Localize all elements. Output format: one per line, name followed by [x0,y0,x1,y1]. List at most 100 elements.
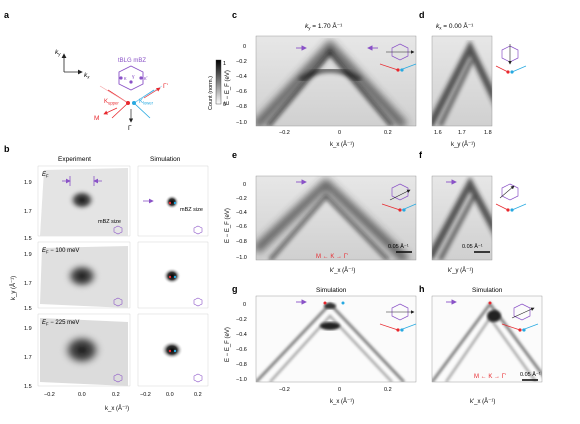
b-xtick: 0.0 [166,392,174,398]
k-lower-label: Klower [139,99,154,106]
colorbar-min: 0 [223,102,226,108]
panel-letter-e: e [232,150,237,160]
e-ytick: 0 [243,182,246,188]
b-ytick: 1.5 [24,236,32,242]
panel-b: Experiment Simulation [10,156,209,412]
panel-g: Simulation 0 −0.2 −0.4 −0.6 −0.8 −1.0 [225,287,417,405]
panel-d: kx = 0.00 Å⁻¹ 1.6 1.7 1.8 k_y (Å⁻¹) [431,21,527,148]
b-ytick: 1.7 [24,281,32,287]
gamma-bar-label: Γ [128,125,132,132]
kx-label: kx [84,72,90,80]
mbz-hexagon [118,65,144,91]
b-xtick: −0.2 [44,392,55,398]
g-xlabel: k_x (Å⁻¹) [330,398,354,405]
d-xtick: 1.6 [434,130,442,136]
c-ytick: −0.4 [236,74,247,80]
gamma-prime-label: Γ' [163,83,168,90]
c-ytick: −1.0 [236,120,247,126]
e-ytick: −0.6 [236,224,247,230]
gamma-prime-arrow [143,87,161,99]
d-xtick: 1.7 [458,130,466,136]
colorbar-label: Count (norm.) [208,76,214,110]
m-bar-label: M [94,115,99,122]
e-xlabel: k'_x (Å⁻¹) [330,267,355,274]
mbz-size-label-exp: mBZ size [98,219,121,225]
b-xlabel: k_x (Å⁻¹) [105,405,129,412]
b-xtick: 0.2 [112,392,120,398]
panel-d-title: kx = 0.00 Å⁻¹ [436,21,474,31]
e-ytick: −0.2 [236,196,247,202]
g-ytick: −1.0 [236,377,247,383]
row-3 [37,313,209,387]
c-ytick: −0.6 [236,89,247,95]
b-ytick: 1.5 [24,384,32,390]
kappa-point [119,76,123,80]
b-ylabel: k_y (Å⁻¹) [10,276,17,300]
row-1-energy: EF [42,172,49,179]
row-2 [37,241,209,309]
row-2-energy: EF − 100 meV [42,248,79,255]
panel-letter-f: f [419,150,423,160]
panel-letter-d: d [419,10,425,20]
b-ytick: 1.9 [24,252,32,258]
col-experiment: Experiment [58,156,91,163]
e-scale-label: 0.05 Å⁻¹ [388,243,409,250]
colorbar-gradient [215,59,222,105]
c-ylabel: E − E_F (eV) [225,70,231,105]
g-title: Simulation [316,287,347,294]
kappa-prime-label: κ' [144,76,148,82]
b-ytick: 1.9 [24,180,32,186]
kappa-prime-point [139,76,143,80]
g-xtick: −0.2 [279,387,290,393]
c-ytick: −0.2 [236,59,247,65]
b-ytick: 1.5 [24,306,32,312]
mbz-title: tBLG mBZ [118,58,146,64]
g-ytick: −0.6 [236,347,247,353]
g-ylabel: E − E_F (eV) [225,327,231,362]
c-xlabel: k_x (Å⁻¹) [330,141,354,148]
panel-h: Simulation M ← K → Γ' 0.05 Å⁻¹ k'_x (Å⁻¹… [431,287,543,405]
panel-letter-b: b [4,144,10,154]
b-xtick: −0.2 [140,392,151,398]
g-ytick: −0.8 [236,362,247,368]
colorbar-max: 1 [223,61,226,67]
panel-a-schematic: ky kx tBLG mBZ κ κ' γ Kupper Klower M Γ … [55,49,168,132]
c-ytick: 0 [243,44,246,50]
g-ytick: −0.2 [236,317,247,323]
panel-letter-h: h [419,284,425,294]
d-xlabel: k_y (Å⁻¹) [451,141,475,148]
c-xtick: −0.2 [279,130,290,136]
gamma-label: γ [132,74,135,80]
h-xlabel: k'_x (Å⁻¹) [470,398,495,405]
b-xtick: 0.2 [194,392,202,398]
e-ylabel: E − E_F (eV) [225,208,231,243]
panel-letter-a: a [4,10,10,20]
panel-letter-c: c [232,10,237,20]
h-title: Simulation [472,287,503,294]
colorbar: 1 0 Count (norm.) [208,59,226,110]
h-scale-label: 0.05 Å⁻¹ [520,371,541,378]
panel-e: M ← K → Γ' 0.05 Å⁻¹ 0 −0.2 −0.4 −0.6 −0.… [225,175,417,274]
g-ytick: −0.4 [236,332,247,338]
g-xtick: 0 [338,387,341,393]
col-simulation: Simulation [150,156,181,163]
k-upper-point [126,101,130,105]
c-ytick: −0.8 [236,104,247,110]
b-xtick: 0.0 [78,392,86,398]
c-xtick: 0 [338,130,341,136]
e-ytick: −0.8 [236,239,247,245]
gamma-point [129,80,133,84]
k-upper-label: Kupper [104,99,119,106]
g-xtick: 0.2 [384,387,392,393]
f-xlabel: k'_y (Å⁻¹) [448,267,473,274]
e-ytick: −0.4 [236,210,247,216]
e-path-label: M ← K → Γ' [316,254,348,260]
ky-label: ky [55,49,61,57]
row-1 [37,165,209,237]
panel-c-title: ky = 1.70 Å⁻¹ [305,21,343,31]
g-ytick: 0 [243,302,246,308]
b-ytick: 1.9 [24,326,32,332]
c-xtick: 0.2 [384,130,392,136]
panel-f: 0.05 Å⁻¹ k'_y (Å⁻¹) [431,175,527,274]
